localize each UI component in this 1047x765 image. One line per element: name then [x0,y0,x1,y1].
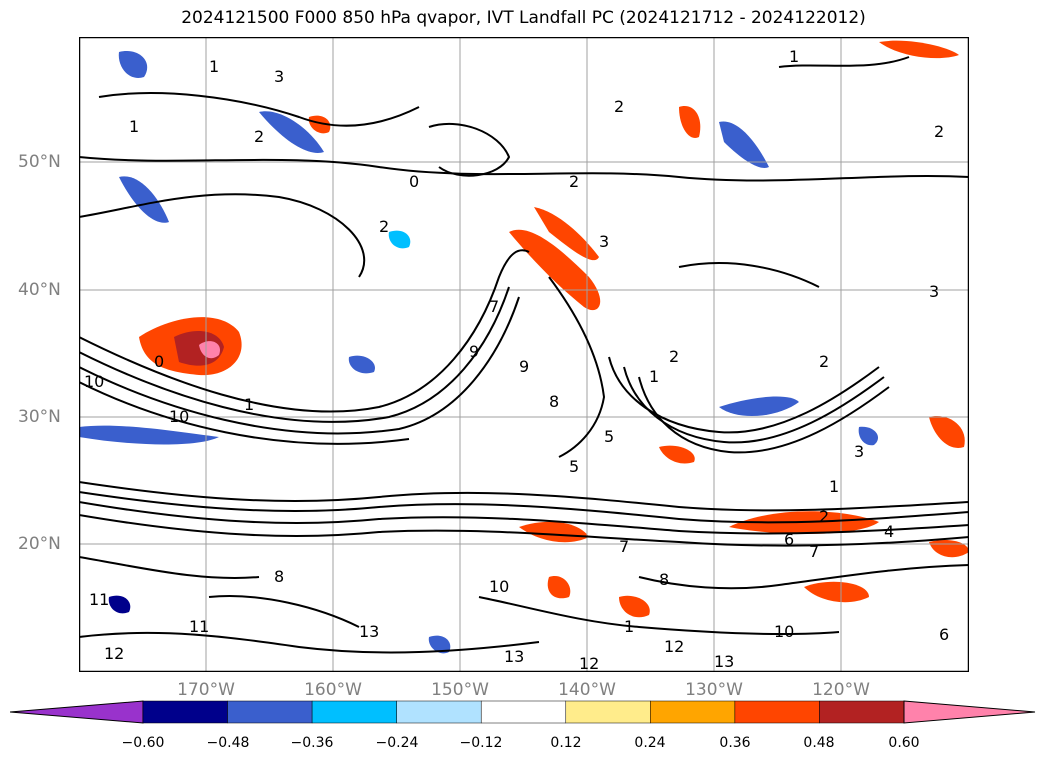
contour-label: 1 [244,395,254,414]
contour-label-group: 1 2 3 1 0 2 2 2 1 2 3 2 3 0 10 1 10 7 9 … [84,47,949,672]
lon-label-160w: 160°W [304,680,362,700]
contour-label: 3 [854,442,864,461]
lon-label-140w: 140°W [558,680,616,700]
contour-label: 11 [89,590,109,609]
colorbar-tick: −0.24 [375,735,419,751]
contour-label: 0 [409,172,419,191]
colorbar-tick: 0.24 [634,735,666,751]
colorbar-tick: −0.36 [290,735,334,751]
colorbar-tick: 0.48 [803,735,835,751]
colorbar-extend-low [10,700,144,724]
contour-label: 10 [489,577,509,596]
contour-label: 13 [714,652,734,671]
contour-label: 5 [569,457,579,476]
contour-label: 2 [379,217,389,236]
colorbar-tick: 0.12 [550,735,582,751]
lat-label-50n: 50°N [18,152,61,172]
contour-label: 10 [169,407,189,426]
colorbar-tick: −0.12 [459,735,503,751]
colorbar-segment [227,700,313,724]
colorbar-segment [142,700,228,724]
lon-label-120w: 120°W [812,680,870,700]
contour-label: 1 [624,617,634,636]
contour-label: 2 [819,507,829,526]
contour-label: 2 [614,97,624,116]
contour-label: 1 [789,47,799,66]
contour-label: 3 [274,67,284,86]
contour-label: 3 [929,282,939,301]
contour-label: 2 [254,127,264,146]
contour-label: 8 [659,570,669,589]
contour-label: 7 [809,542,819,561]
contour-label: 0 [154,352,164,371]
colorbar-tick: 0.36 [719,735,751,751]
lon-label-130w: 130°W [685,680,743,700]
map-border [79,37,969,672]
contour-label: 9 [519,357,529,376]
colorbar-segment [734,700,820,724]
contour-label: 2 [819,352,829,371]
map-panel: 1 2 3 1 0 2 2 2 1 2 3 2 3 0 10 1 10 7 9 … [79,37,969,672]
contour-label: 3 [599,232,609,251]
contour-label: 11 [189,617,209,636]
contour-label: 13 [359,622,379,641]
contour-label: 2 [934,122,944,141]
colorbar-segment [650,700,736,724]
lon-label-170w: 170°W [177,680,235,700]
contour-label: 2 [569,172,579,191]
contour-label: 13 [504,647,524,666]
contour-label: 10 [84,372,104,391]
colorbar-segment [819,700,905,724]
contour-label: 9 [469,342,479,361]
contour-label: 1 [129,117,139,136]
colorbar-segment [396,700,482,724]
contour-label: 6 [939,625,949,644]
contour-label: 8 [549,392,559,411]
contour-label: 2 [669,347,679,366]
ivt-contour-layer [79,56,969,654]
colorbar-segment [480,700,567,724]
colorbar-tick: −0.48 [206,735,250,751]
contour-label: 5 [604,427,614,446]
graticule [79,37,969,672]
lon-label-150w: 150°W [431,680,489,700]
contour-label: 12 [579,654,599,672]
colorbar-segment [311,700,397,724]
lat-label-40n: 40°N [18,280,61,300]
contour-label: 7 [489,297,499,316]
plot-title: 2024121500 F000 850 hPa qvapor, IVT Land… [181,8,866,28]
contour-label: 10 [774,622,794,641]
colorbar-tick: 0.60 [888,735,920,751]
colorbar-segment [565,700,651,724]
lat-label-20n: 20°N [18,534,61,554]
contour-label: 4 [884,522,894,541]
colorbar [10,700,1036,724]
contour-label: 6 [784,530,794,549]
contour-label: 8 [274,567,284,586]
colorbar-tick: −0.60 [121,735,165,751]
contour-label: 1 [209,57,219,76]
contour-label: 7 [619,537,629,556]
colorbar-extend-high [903,700,1036,724]
lat-label-30n: 30°N [18,407,61,427]
contour-label: 12 [104,644,124,663]
qvapor-fill-layer [79,40,969,654]
contour-label: 12 [664,637,684,656]
contour-label: 1 [649,367,659,386]
contour-label: 1 [829,477,839,496]
